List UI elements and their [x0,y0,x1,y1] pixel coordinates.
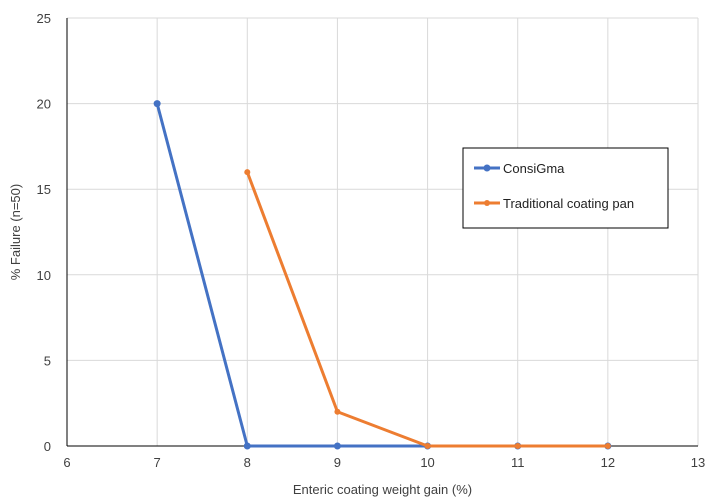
y-tick-label: 5 [44,353,51,368]
axes [66,18,698,447]
legend-marker-traditional-coating-pan [484,200,490,206]
x-tick-label: 9 [334,455,341,470]
data-point-traditional-coating-pan [604,443,611,449]
data-point-consigma [243,442,251,450]
x-tick-label: 11 [511,455,525,470]
y-tick-label: 0 [44,439,51,454]
series-lines [153,100,612,450]
data-point-traditional-coating-pan [424,443,431,449]
x-tick-label: 8 [244,455,251,470]
data-point-traditional-coating-pan [514,443,521,449]
gridlines [67,17,699,446]
legend-item-traditional-coating-pan: Traditional coating pan [474,196,634,211]
x-tick-label: 7 [154,455,161,470]
y-tick-label: 20 [37,97,51,112]
data-point-traditional-coating-pan [334,408,341,415]
x-axis-title: Enteric coating weight gain (%) [293,482,472,497]
x-tick-label: 6 [63,455,70,470]
tick-labels: 6 7 8 9 10 11 12 13 0 5 10 15 20 25 [37,11,706,470]
data-point-consigma [333,442,341,450]
y-axis-title: % Failure (n=50) [8,184,23,280]
legend-box [462,147,669,229]
x-tick-label: 10 [420,455,434,470]
series-traditional-coating-pan [244,169,611,449]
y-tick-label: 10 [37,268,51,283]
y-tick-label: 15 [37,182,51,197]
legend-label-consigma: ConsiGma [503,161,565,176]
legend-item-consigma: ConsiGma [474,161,565,176]
data-point-traditional-coating-pan [244,169,251,176]
data-point-consigma [153,100,161,108]
legend-marker-consigma [483,164,491,172]
legend: ConsiGma Traditional coating pan [462,147,669,229]
x-tick-label: 12 [601,455,615,470]
legend-label-traditional-coating-pan: Traditional coating pan [503,196,634,211]
y-tick-label: 25 [37,11,51,26]
x-tick-label: 13 [691,455,705,470]
